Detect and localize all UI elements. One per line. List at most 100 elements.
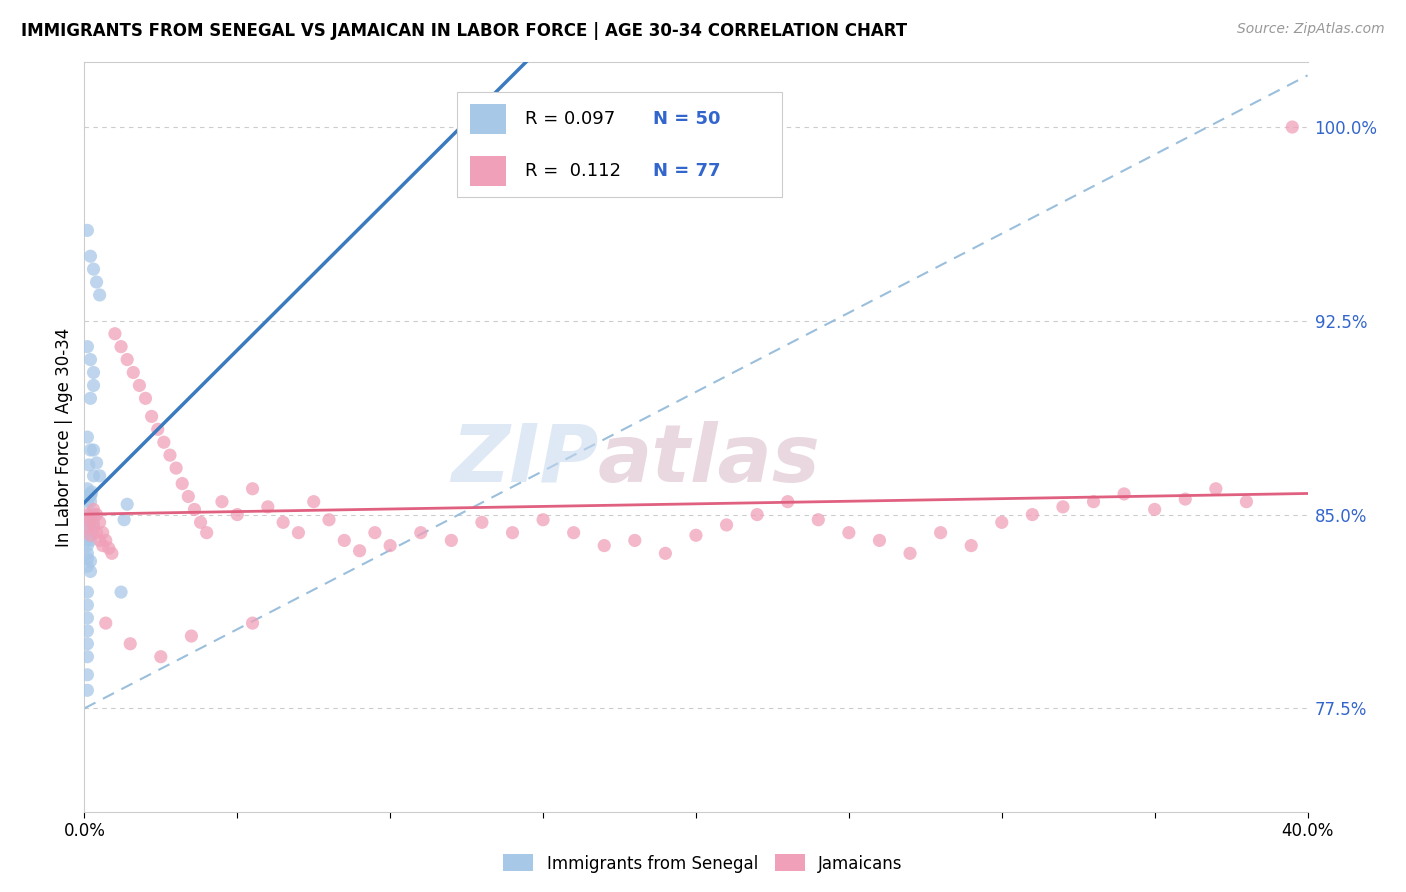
Point <box>807 513 830 527</box>
Point <box>180 629 202 643</box>
Point <box>1021 508 1043 522</box>
Point <box>77 458 100 472</box>
Point <box>76 598 98 612</box>
Point <box>1205 482 1227 496</box>
Point <box>76 340 98 354</box>
Point <box>76 637 98 651</box>
Text: N = 50: N = 50 <box>654 110 721 128</box>
Point <box>159 448 181 462</box>
Point <box>172 476 194 491</box>
Point <box>79 494 101 508</box>
Point <box>79 554 101 568</box>
Point <box>76 551 98 566</box>
Point <box>83 517 105 532</box>
Point <box>1114 487 1136 501</box>
Point <box>122 366 145 380</box>
Point <box>869 533 891 548</box>
Point <box>83 366 105 380</box>
Text: atlas: atlas <box>598 420 821 499</box>
Point <box>898 546 921 560</box>
Point <box>76 559 98 574</box>
Point <box>76 223 98 237</box>
Point <box>79 442 101 457</box>
Point <box>257 500 280 514</box>
Point <box>76 508 98 522</box>
Point <box>76 667 98 681</box>
Point <box>79 528 101 542</box>
Point <box>471 516 494 530</box>
Point <box>91 539 114 553</box>
Point <box>141 409 163 424</box>
Point <box>146 422 169 436</box>
Text: ZIP: ZIP <box>451 420 598 499</box>
Point <box>79 487 101 501</box>
Point <box>83 520 105 534</box>
Point <box>104 326 127 341</box>
Point <box>76 624 98 638</box>
Point <box>76 546 98 560</box>
Point <box>89 288 111 302</box>
Point <box>177 490 200 504</box>
Point <box>624 533 647 548</box>
Point <box>349 543 371 558</box>
Point <box>153 435 176 450</box>
Point <box>77 516 100 530</box>
Point <box>1174 492 1197 507</box>
Point <box>318 513 340 527</box>
Point <box>80 488 103 502</box>
Point <box>190 516 212 530</box>
Point <box>76 683 98 698</box>
Point <box>97 541 120 556</box>
Point <box>76 494 98 508</box>
Point <box>76 611 98 625</box>
Point <box>76 585 98 599</box>
Point <box>86 275 108 289</box>
Point <box>83 262 105 277</box>
Point <box>76 533 98 548</box>
Point <box>79 565 101 579</box>
Point <box>211 494 233 508</box>
Point <box>333 533 356 548</box>
Point <box>89 533 111 548</box>
Point <box>364 525 387 540</box>
Point <box>86 456 108 470</box>
Point <box>562 525 585 540</box>
Point <box>79 520 101 534</box>
Point <box>1143 502 1166 516</box>
Point <box>83 378 105 392</box>
Text: Source: ZipAtlas.com: Source: ZipAtlas.com <box>1237 22 1385 37</box>
Point <box>1083 494 1105 508</box>
Point <box>94 616 117 631</box>
Point <box>76 482 98 496</box>
Point <box>531 513 554 527</box>
Point <box>135 392 157 406</box>
Point <box>409 525 432 540</box>
Point <box>79 513 101 527</box>
Point <box>83 508 105 522</box>
Point <box>183 502 205 516</box>
Point <box>79 392 101 406</box>
Point <box>287 525 309 540</box>
Point <box>195 525 218 540</box>
Point <box>747 508 769 522</box>
Text: IMMIGRANTS FROM SENEGAL VS JAMAICAN IN LABOR FORCE | AGE 30-34 CORRELATION CHART: IMMIGRANTS FROM SENEGAL VS JAMAICAN IN L… <box>21 22 907 40</box>
Point <box>76 430 98 444</box>
Text: R =  0.112: R = 0.112 <box>524 162 620 180</box>
Point <box>76 539 98 553</box>
Point <box>80 484 103 499</box>
Point <box>91 525 114 540</box>
Point <box>991 516 1014 530</box>
Point <box>86 508 108 522</box>
Point <box>83 442 105 457</box>
Point <box>242 482 264 496</box>
Point <box>242 616 264 631</box>
Y-axis label: In Labor Force | Age 30-34: In Labor Force | Age 30-34 <box>55 327 73 547</box>
Point <box>685 528 707 542</box>
Point <box>83 502 105 516</box>
Text: R = 0.097: R = 0.097 <box>524 110 614 128</box>
Point <box>271 516 294 530</box>
Point <box>149 649 172 664</box>
Point <box>380 539 402 553</box>
Point <box>83 513 105 527</box>
Point <box>76 649 98 664</box>
